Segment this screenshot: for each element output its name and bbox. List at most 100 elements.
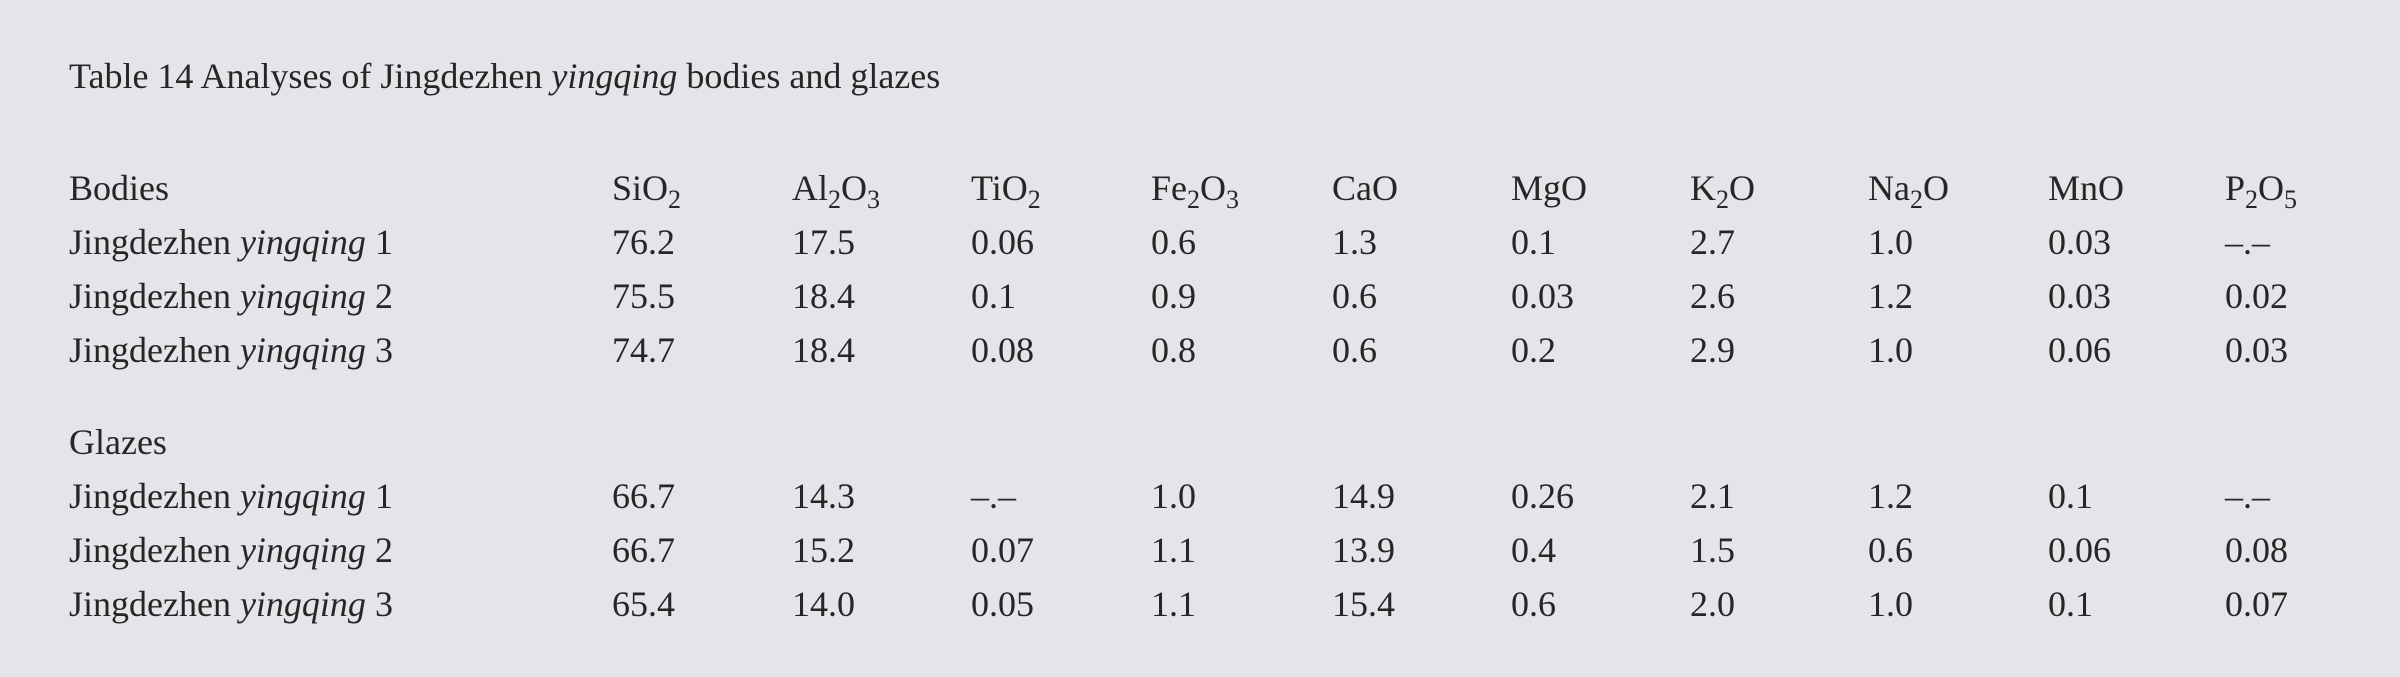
title-emphasis: yingqing <box>551 56 678 96</box>
row-label-part: 3 <box>365 584 393 624</box>
cell-value: 0.4 <box>1511 530 1556 570</box>
row-label-part: 3 <box>365 330 393 370</box>
table-title: Table 14 Analyses of Jingdezhen yingqing… <box>69 58 940 94</box>
cell-value: 0.02 <box>2225 276 2288 316</box>
cell-value: 76.2 <box>612 222 675 262</box>
row-label-part: Jingdezhen <box>69 530 240 570</box>
row-label-part: Jingdezhen <box>69 476 240 516</box>
cell-value: 0.6 <box>1332 276 1377 316</box>
cell-value: 0.05 <box>971 584 1034 624</box>
cell-value: –.– <box>971 476 1016 516</box>
cell-value: 18.4 <box>792 276 855 316</box>
row-label-part: 2 <box>365 276 393 316</box>
column-header: K2O <box>1690 168 1755 214</box>
cell-value: 2.6 <box>1690 276 1735 316</box>
cell-value: 2.9 <box>1690 330 1735 370</box>
cell-value: 1.1 <box>1151 584 1196 624</box>
cell-value: 1.0 <box>1151 476 1196 516</box>
cell-value: 14.3 <box>792 476 855 516</box>
cell-value: 0.06 <box>2048 530 2111 570</box>
cell-value: 0.03 <box>2225 330 2288 370</box>
column-header: MgO <box>1511 168 1588 208</box>
cell-value: 0.03 <box>2048 222 2111 262</box>
row-label-part: Jingdezhen <box>69 584 240 624</box>
section-heading: Bodies <box>69 168 170 208</box>
cell-value: 0.8 <box>1151 330 1196 370</box>
row-label: Jingdezhen yingqing 2 <box>69 278 393 314</box>
cell-value: 66.7 <box>612 476 675 516</box>
cell-value: 1.2 <box>1868 276 1913 316</box>
cell-value: 0.9 <box>1151 276 1196 316</box>
row-label: Jingdezhen yingqing 1 <box>69 478 393 514</box>
cell-value: 74.7 <box>612 330 675 370</box>
row-label-part: yingqing <box>239 330 366 370</box>
cell-value: 1.5 <box>1690 530 1735 570</box>
row-label-part: Jingdezhen <box>69 222 240 262</box>
title-text: Table 14 Analyses of Jingdezhen <box>69 56 552 96</box>
row-label-part: yingqing <box>239 276 366 316</box>
column-header: Al2O3 <box>792 168 880 214</box>
cell-value: 1.0 <box>1868 584 1913 624</box>
column-header: Fe2O3 <box>1151 168 1239 214</box>
row-label-part: 2 <box>365 530 393 570</box>
cell-value: 2.7 <box>1690 222 1735 262</box>
cell-value: 1.0 <box>1868 330 1913 370</box>
cell-value: 17.5 <box>792 222 855 262</box>
cell-value: 0.07 <box>971 530 1034 570</box>
row-label-part: yingqing <box>239 222 366 262</box>
row-label: Jingdezhen yingqing 3 <box>69 586 393 622</box>
cell-value: 0.1 <box>1511 222 1556 262</box>
cell-value: 2.1 <box>1690 476 1735 516</box>
cell-value: 2.0 <box>1690 584 1735 624</box>
cell-value: 0.6 <box>1151 222 1196 262</box>
row-label-part: Jingdezhen <box>69 330 240 370</box>
cell-value: 0.6 <box>1332 330 1377 370</box>
cell-value: 0.26 <box>1511 476 1574 516</box>
cell-value: 15.2 <box>792 530 855 570</box>
cell-value: 0.1 <box>2048 584 2093 624</box>
cell-value: 1.3 <box>1332 222 1377 262</box>
cell-value: 1.2 <box>1868 476 1913 516</box>
row-label-part: yingqing <box>239 530 366 570</box>
cell-value: 18.4 <box>792 330 855 370</box>
row-label: Jingdezhen yingqing 1 <box>69 224 393 260</box>
cell-value: 0.1 <box>2048 476 2093 516</box>
column-header: MnO <box>2048 168 2125 208</box>
column-header: SiO2 <box>612 168 682 214</box>
cell-value: 0.08 <box>2225 530 2288 570</box>
cell-value: 0.03 <box>1511 276 1574 316</box>
title-text: bodies and glazes <box>677 56 941 96</box>
cell-value: 15.4 <box>1332 584 1395 624</box>
cell-value: –.– <box>2225 476 2270 516</box>
cell-value: –.– <box>2225 222 2270 262</box>
cell-value: 14.0 <box>792 584 855 624</box>
cell-value: 14.9 <box>1332 476 1395 516</box>
cell-value: 65.4 <box>612 584 675 624</box>
cell-value: 0.6 <box>1868 530 1913 570</box>
row-label-part: yingqing <box>239 584 366 624</box>
row-label-part: 1 <box>365 222 393 262</box>
cell-value: 66.7 <box>612 530 675 570</box>
cell-value: 13.9 <box>1332 530 1395 570</box>
cell-value: 1.0 <box>1868 222 1913 262</box>
cell-value: 0.03 <box>2048 276 2111 316</box>
cell-value: 0.06 <box>971 222 1034 262</box>
row-label-part: yingqing <box>239 476 366 516</box>
row-label-part: Jingdezhen <box>69 276 240 316</box>
column-header: CaO <box>1332 168 1398 208</box>
column-header: TiO2 <box>971 168 1041 214</box>
row-label-part: 1 <box>365 476 393 516</box>
cell-value: 0.1 <box>971 276 1016 316</box>
column-header: Na2O <box>1868 168 1949 214</box>
cell-value: 0.2 <box>1511 330 1556 370</box>
row-label: Jingdezhen yingqing 3 <box>69 332 393 368</box>
cell-value: 0.06 <box>2048 330 2111 370</box>
cell-value: 75.5 <box>612 276 675 316</box>
cell-value: 0.07 <box>2225 584 2288 624</box>
cell-value: 1.1 <box>1151 530 1196 570</box>
cell-value: 0.6 <box>1511 584 1556 624</box>
column-header: P2O5 <box>2225 168 2298 214</box>
section-heading: Glazes <box>69 422 167 462</box>
row-label: Jingdezhen yingqing 2 <box>69 532 393 568</box>
